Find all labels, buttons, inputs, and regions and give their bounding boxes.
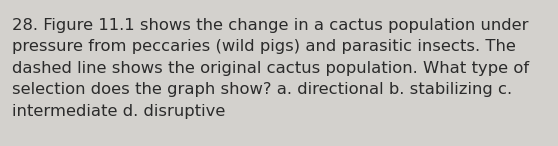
Text: 28. Figure 11.1 shows the change in a cactus population under
pressure from pecc: 28. Figure 11.1 shows the change in a ca… [12, 18, 530, 119]
